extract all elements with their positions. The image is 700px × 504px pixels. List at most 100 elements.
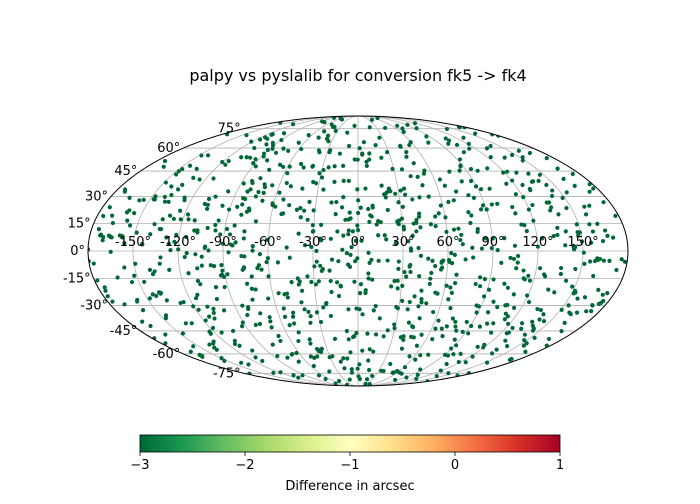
data-point (311, 363, 316, 369)
data-point (451, 198, 456, 203)
data-point (296, 359, 301, 364)
data-point (296, 282, 301, 287)
data-point (321, 187, 326, 192)
data-point (488, 143, 493, 149)
data-point (296, 375, 301, 380)
data-point (531, 179, 536, 184)
data-point (181, 299, 186, 305)
data-point (338, 359, 343, 364)
data-point (451, 352, 456, 357)
data-point (622, 259, 627, 264)
data-point (486, 287, 492, 292)
data-point (211, 306, 216, 311)
data-point (367, 382, 372, 386)
data-point (273, 204, 278, 209)
data-point (541, 312, 546, 317)
data-point (367, 260, 372, 265)
data-point (395, 306, 400, 311)
latitude-tick-labels: 75° 60° 45° 30° 15° 0° -15° -30°-45° -60° -75° (63, 122, 241, 382)
data-point (473, 281, 478, 287)
data-point (308, 320, 313, 325)
data-point (311, 229, 316, 234)
data-point (367, 125, 372, 130)
data-point (108, 234, 113, 239)
data-point (551, 233, 556, 239)
data-point (392, 278, 397, 284)
data-point (401, 129, 406, 134)
data-point (399, 167, 405, 172)
data-point (375, 218, 381, 224)
data-point (446, 138, 452, 143)
data-point (284, 291, 290, 296)
data-point (355, 223, 360, 228)
data-point (220, 159, 225, 165)
data-point (357, 307, 362, 312)
data-point (344, 328, 349, 334)
data-point (514, 170, 519, 175)
data-point (437, 177, 443, 182)
data-point (521, 343, 527, 348)
data-point (454, 272, 459, 277)
data-point (404, 274, 409, 279)
data-point (463, 360, 468, 365)
data-point (330, 354, 335, 359)
data-point (398, 188, 403, 193)
data-point (555, 225, 560, 230)
data-point (390, 370, 395, 375)
data-point (576, 233, 581, 238)
data-point (327, 268, 332, 273)
colorbar-ticks: −3 −2 −1 0 1 (130, 452, 564, 473)
data-point (320, 267, 325, 272)
data-point (531, 218, 536, 223)
data-point (385, 150, 390, 155)
data-point (438, 368, 443, 373)
data-point (242, 254, 247, 259)
data-point (191, 304, 196, 309)
data-point (484, 146, 490, 151)
data-point (260, 358, 265, 364)
data-point (564, 205, 569, 211)
data-point (270, 183, 275, 188)
data-point (341, 163, 346, 168)
data-point (163, 180, 168, 185)
data-point (452, 337, 457, 342)
data-point (516, 148, 521, 153)
data-point (205, 304, 210, 309)
data-point (563, 278, 569, 283)
data-point (605, 291, 610, 296)
data-point (502, 155, 507, 160)
data-point (458, 237, 463, 243)
data-point (367, 151, 372, 156)
data-point (253, 157, 258, 162)
data-point (173, 172, 179, 177)
data-point (396, 222, 401, 227)
data-point (237, 343, 242, 348)
data-point (560, 195, 565, 200)
data-point (257, 252, 262, 257)
data-point (433, 290, 438, 295)
data-point (284, 180, 289, 186)
data-point (220, 268, 225, 273)
data-point (141, 197, 146, 202)
data-point (398, 143, 403, 148)
data-point (212, 345, 217, 350)
data-point (482, 277, 488, 282)
data-point (393, 191, 398, 196)
data-point (413, 357, 418, 362)
longitude-tick-label: 30° (391, 235, 414, 250)
data-point (371, 349, 376, 354)
data-point (296, 231, 301, 236)
data-point (346, 228, 351, 233)
data-point (219, 273, 225, 278)
data-point (366, 250, 371, 255)
data-point (426, 194, 431, 199)
data-point (489, 246, 494, 251)
data-point (197, 177, 202, 182)
data-point (461, 135, 466, 140)
data-point (298, 215, 303, 220)
data-point (336, 378, 342, 384)
data-point (135, 297, 140, 303)
data-point (160, 217, 165, 222)
data-point (484, 360, 490, 365)
data-point (555, 232, 560, 238)
